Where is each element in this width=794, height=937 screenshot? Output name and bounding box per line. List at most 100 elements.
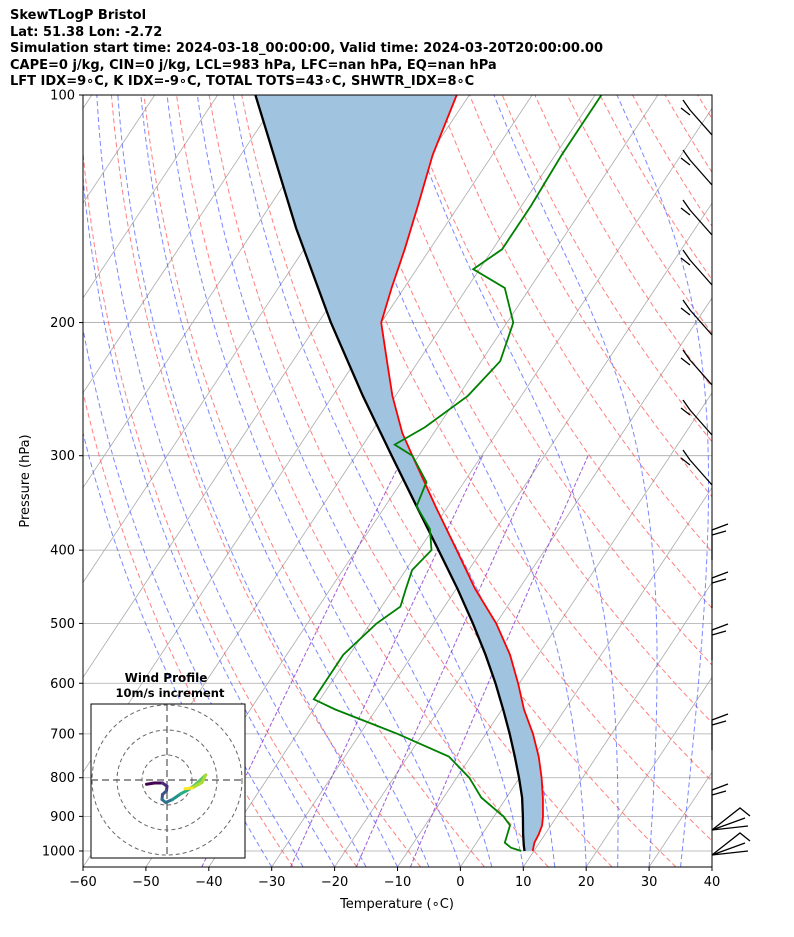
stability-parameters: CAPE=0 j/kg, CIN=0 j/kg, LCL=983 hPa, LF… — [10, 57, 497, 73]
stability-indices: LFT IDX=9∘C, K IDX=-9∘C, TOTAL TOTS=43∘C… — [10, 74, 475, 89]
isotherm-line — [397, 392, 712, 867]
cape-shading — [255, 95, 543, 851]
isotherm-line — [83, 95, 344, 489]
dry-adiabat-line — [110, 95, 422, 867]
dry-adiabat-line — [763, 95, 794, 867]
wind-barb — [711, 571, 729, 608]
y-tick-label: 800 — [50, 771, 75, 786]
y-tick-label: 200 — [50, 316, 75, 331]
isotherm-line — [83, 95, 93, 110]
dry-adiabat-line — [404, 95, 712, 609]
moist-adiabat-line — [83, 172, 336, 867]
wind-barb — [680, 299, 713, 336]
hodograph-trace-segment — [171, 792, 183, 801]
y-tick-label: 700 — [50, 727, 75, 742]
dry-adiabat-line — [566, 95, 712, 335]
mixing-ratio-line — [409, 455, 589, 867]
moist-adiabat-line — [166, 95, 461, 867]
hodograph-trace-segment — [190, 781, 204, 790]
dry-adiabat-line — [176, 95, 549, 867]
wind-barb — [680, 149, 713, 186]
x-axis-label: Temperature (∘C) — [339, 897, 454, 912]
moist-adiabat-line — [83, 326, 304, 867]
moist-adiabat-line — [401, 95, 619, 867]
dry-adiabat-line — [632, 95, 712, 227]
isotherm-line — [83, 95, 219, 299]
chart-header: SkewTLogP Bristol Lat: 51.38 Lon: -2.72 … — [10, 8, 603, 91]
dry-adiabat-line — [83, 146, 358, 867]
x-tick-label: −20 — [321, 875, 348, 890]
isotherm-line — [271, 202, 712, 867]
wind-barb — [680, 349, 713, 386]
dry-adiabat-line — [143, 95, 485, 867]
wind-barb — [711, 807, 751, 831]
isotherm-line — [711, 866, 712, 867]
hodograph-subtitle: 10m/s increment — [116, 686, 225, 700]
temperature-line — [380, 95, 544, 852]
hodograph-title: Wind Profile — [125, 671, 208, 685]
y-tick-label: 100 — [50, 89, 75, 104]
y-tick-label: 1000 — [42, 844, 75, 859]
isotherm-line — [208, 107, 712, 867]
isotherm-line — [334, 297, 712, 867]
mixing-ratio-line — [290, 455, 484, 867]
moist-adiabat-line — [196, 95, 493, 867]
hodograph-inset: Wind Profile 10m/s increment — [90, 671, 246, 859]
y-tick-label: 500 — [50, 617, 75, 632]
simulation-times: Simulation start time: 2024-03-18_00:00:… — [10, 41, 603, 56]
y-tick-label: 400 — [50, 544, 75, 559]
isotherm-line — [775, 95, 794, 867]
x-tick-label: −60 — [69, 875, 96, 890]
isotherm-line — [83, 95, 281, 394]
moist-adiabat-line — [117, 95, 398, 867]
wind-barb — [680, 449, 713, 486]
x-tick-label: 30 — [641, 875, 658, 890]
dry-adiabat-line — [501, 95, 712, 443]
dry-adiabat-line — [338, 95, 712, 724]
hodograph-trace-segment — [183, 786, 194, 791]
isotherm-line — [585, 676, 712, 867]
dry-adiabat-line — [371, 95, 712, 666]
mixing-ratio-line — [355, 455, 542, 867]
dry-adiabat-line — [208, 95, 613, 867]
wind-barb — [680, 249, 713, 286]
y-tick-label: 600 — [50, 677, 75, 692]
profile-lines — [254, 95, 603, 852]
x-tick-label: 20 — [578, 875, 595, 890]
x-tick-label: 10 — [515, 875, 532, 890]
dry-adiabat-line — [599, 95, 712, 281]
dry-adiabat-line — [534, 95, 712, 389]
x-tick-label: −10 — [384, 875, 411, 890]
isotherm-line — [522, 581, 712, 867]
wind-barb — [711, 713, 729, 750]
wind-barb — [711, 523, 729, 560]
moist-adiabat-line — [96, 95, 367, 867]
x-tick-label: −40 — [195, 875, 222, 890]
dry-adiabat-line — [83, 389, 294, 867]
x-tick-label: −50 — [132, 875, 159, 890]
wind-barb — [711, 783, 729, 820]
station-title: SkewTLogP Bristol — [10, 8, 147, 23]
moist-adiabat-line — [232, 95, 524, 867]
y-tick-label: 900 — [50, 810, 75, 825]
wind-barb — [680, 399, 713, 436]
isotherm-line — [460, 486, 712, 867]
wind-barb — [711, 623, 729, 660]
y-tick-label: 300 — [50, 449, 75, 464]
x-tick-label: −30 — [258, 875, 285, 890]
dry-adiabat-line — [730, 95, 794, 867]
y-axis-label: Pressure (hPa) — [18, 434, 33, 527]
axis-ticks: −60 −50 −40 −30 −20 −10 0 10 20 30 40 100 200 300 400 5… — [42, 89, 720, 891]
parcel-profile-line — [254, 95, 526, 852]
station-location: Lat: 51.38 Lon: -2.72 — [10, 24, 163, 40]
isotherm-line — [648, 771, 712, 867]
dry-adiabat-line — [436, 95, 712, 553]
wind-barbs — [680, 99, 751, 856]
wind-barb — [680, 199, 713, 236]
wind-barb — [680, 99, 713, 136]
moist-adiabat-line — [140, 95, 430, 867]
mixing-ratio-line — [201, 455, 405, 867]
dry-adiabat-line — [469, 95, 712, 498]
x-tick-label: 40 — [704, 875, 721, 890]
